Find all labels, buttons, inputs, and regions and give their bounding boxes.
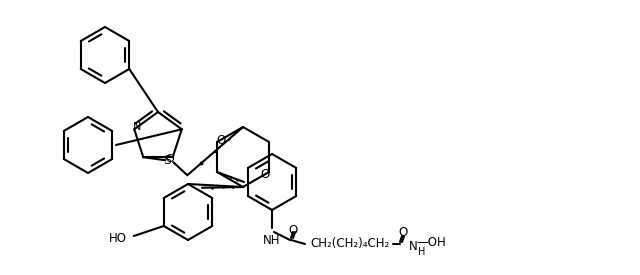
Text: O: O xyxy=(216,133,226,147)
Text: S: S xyxy=(163,154,172,167)
Text: N: N xyxy=(133,122,141,132)
Text: O: O xyxy=(289,224,298,236)
Text: CH₂(CH₂)₄CH₂: CH₂(CH₂)₄CH₂ xyxy=(310,238,390,251)
Text: O: O xyxy=(165,154,174,164)
Text: H: H xyxy=(419,247,426,257)
Text: —OH: —OH xyxy=(416,235,446,249)
Text: O: O xyxy=(260,167,269,180)
Text: O: O xyxy=(398,227,408,240)
Text: NH: NH xyxy=(263,234,281,247)
Text: HO: HO xyxy=(109,232,127,246)
Text: N: N xyxy=(409,240,417,252)
